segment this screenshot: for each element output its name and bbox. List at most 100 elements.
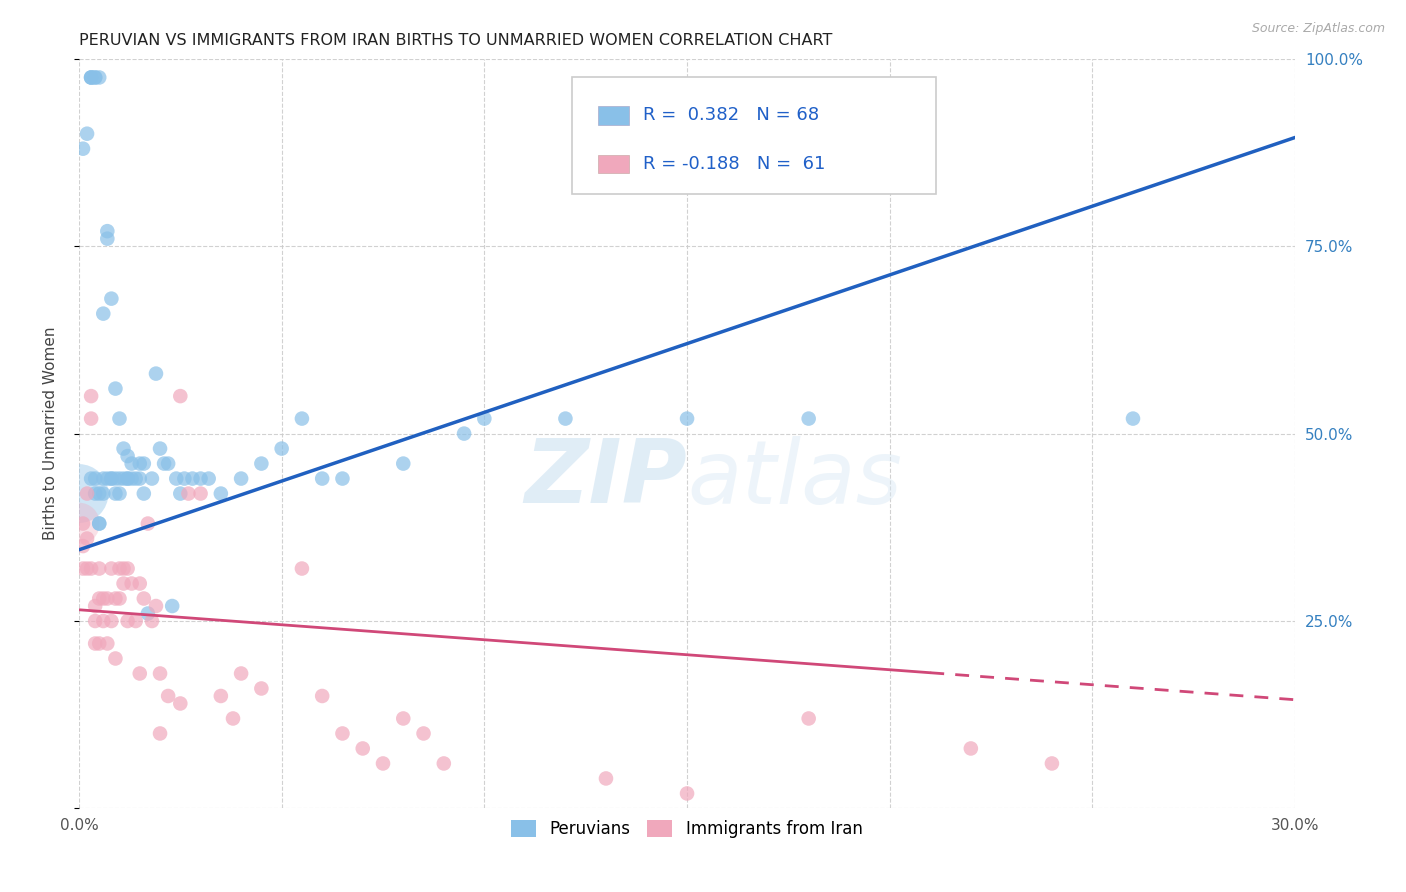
Y-axis label: Births to Unmarried Women: Births to Unmarried Women [44,326,58,541]
Point [108,411,131,425]
Point [190,472,212,486]
Point [128,666,150,681]
Point [80,389,103,403]
Point [169,697,191,711]
Point [222,711,245,725]
Point [190,486,212,500]
Point [76,486,98,500]
Point [141,614,163,628]
Point [91,307,114,321]
Point [1040,756,1063,771]
Point [84,614,107,628]
FancyBboxPatch shape [571,78,936,194]
Point [352,741,374,756]
Point [117,449,139,463]
Point [72,516,94,531]
Point [76,532,98,546]
Point [112,576,135,591]
Point [112,442,135,456]
Point [125,472,148,486]
Point [181,472,204,486]
Point [100,472,122,486]
Text: Source: ZipAtlas.com: Source: ZipAtlas.com [1251,22,1385,36]
Legend: Peruvians, Immigrants from Iran: Peruvians, Immigrants from Iran [505,814,869,845]
Point [100,472,122,486]
Point [112,472,135,486]
Point [121,472,143,486]
Point [89,70,111,85]
Point [76,561,98,575]
Point [72,561,94,575]
Point [112,561,135,575]
Point [117,561,139,575]
Point [80,411,103,425]
Point [96,224,118,238]
Point [100,614,122,628]
Point [157,457,180,471]
Text: PERUVIAN VS IMMIGRANTS FROM IRAN BIRTHS TO UNMARRIED WOMEN CORRELATION CHART: PERUVIAN VS IMMIGRANTS FROM IRAN BIRTHS … [79,33,832,48]
Point [89,591,111,606]
Point [145,367,167,381]
Point [412,726,434,740]
Point [117,472,139,486]
Point [595,772,617,786]
Point [132,457,155,471]
Point [80,70,103,85]
Point [392,457,415,471]
Point [676,411,699,425]
Point [128,472,150,486]
Point [371,756,394,771]
Point [89,516,111,531]
Point [84,599,107,613]
Point [121,576,143,591]
Point [108,486,131,500]
Point [100,292,122,306]
Point [197,472,219,486]
Point [250,457,273,471]
Point [332,472,354,486]
Point [91,591,114,606]
Point [128,576,150,591]
Point [149,442,172,456]
Point [797,711,820,725]
Text: R =  0.382   N = 68: R = 0.382 N = 68 [644,106,820,124]
Point [80,472,103,486]
Point [270,442,292,456]
Point [160,599,183,613]
Point [797,411,820,425]
Point [84,70,107,85]
Point [91,614,114,628]
Point [157,689,180,703]
Text: atlas: atlas [688,435,901,522]
Point [89,561,111,575]
Point [392,711,415,725]
Point [250,681,273,696]
Point [121,457,143,471]
Point [311,689,333,703]
Point [169,486,191,500]
Point [165,472,187,486]
Point [96,472,118,486]
Point [104,472,127,486]
Point [676,787,699,801]
Text: R = -0.188   N =  61: R = -0.188 N = 61 [644,155,825,173]
Point [72,539,94,553]
Point [209,689,232,703]
Point [136,516,159,531]
Point [149,666,172,681]
Point [149,726,172,740]
Point [169,389,191,403]
Point [959,741,981,756]
Point [132,486,155,500]
Bar [599,154,628,173]
Point [141,472,163,486]
Point [177,486,200,500]
Point [229,472,252,486]
Point [128,457,150,471]
Bar [599,106,628,125]
Point [67,516,90,531]
Point [291,411,314,425]
Point [96,636,118,650]
Text: ZIP: ZIP [524,435,688,522]
Point [1122,411,1144,425]
